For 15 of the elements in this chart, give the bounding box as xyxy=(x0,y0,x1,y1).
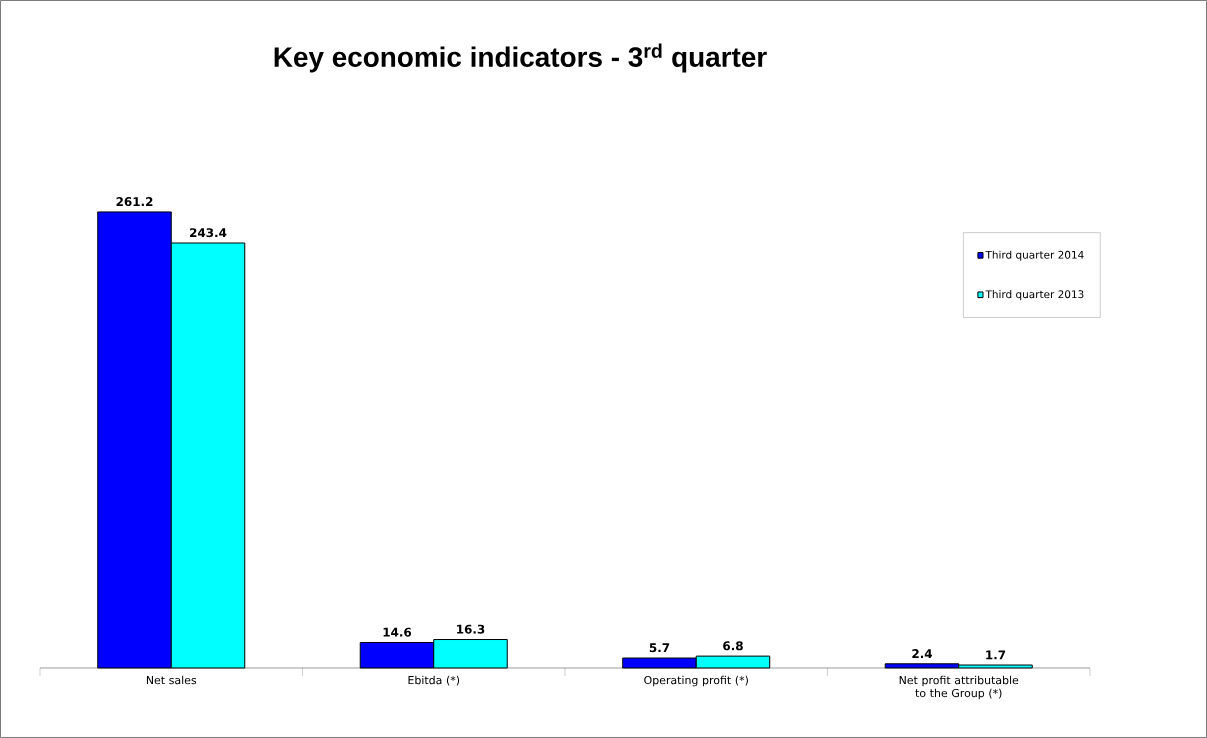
chart-title: Key economic indicators - 3$^{rd}$ quarter xyxy=(274,43,767,73)
data-label: 243.4 xyxy=(190,228,227,238)
data-label: 2.4 xyxy=(912,649,933,658)
data-label: 1.7 xyxy=(986,650,1006,660)
x-tick-label: Ebitda (*) xyxy=(408,675,460,686)
legend-label: Third quarter 2013 xyxy=(985,290,1084,301)
x-tick-label: Net profit attributable to the Group (*) xyxy=(899,675,1019,700)
data-label: 14.6 xyxy=(383,627,412,637)
data-label: 16.3 xyxy=(457,624,485,634)
data-label: 6.8 xyxy=(723,641,743,651)
data-label: 261.2 xyxy=(116,197,153,207)
data-label: 5.7 xyxy=(649,643,670,653)
x-tick-label: Operating profit (*) xyxy=(644,675,748,687)
x-tick-label: Net sales xyxy=(146,675,197,685)
legend-label: Third quarter 2014 xyxy=(985,250,1084,261)
